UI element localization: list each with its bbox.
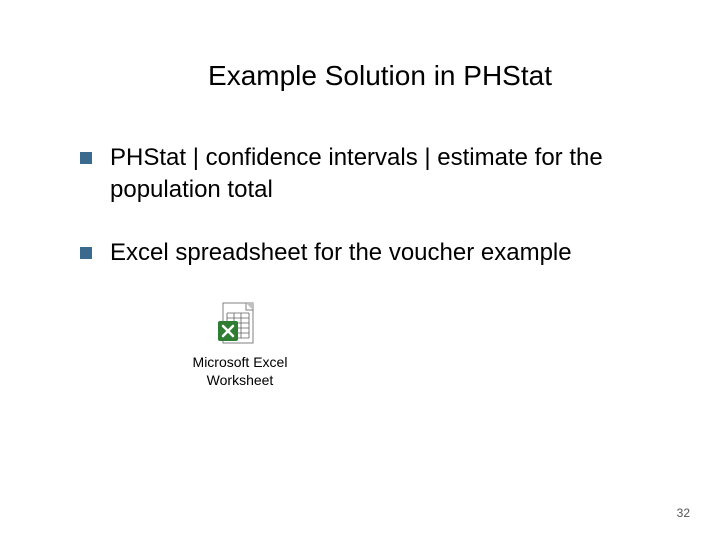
bullet-text: Excel spreadsheet for the voucher exampl… [110, 237, 572, 269]
embedded-file[interactable]: Microsoft Excel Worksheet [180, 299, 300, 389]
bullet-list: PHStat | confidence intervals | estimate… [60, 142, 660, 269]
slide-container: Example Solution in PHStat PHStat | conf… [0, 0, 720, 540]
bullet-item: Excel spreadsheet for the voucher exampl… [80, 237, 660, 269]
bullet-marker-icon [80, 152, 92, 164]
embedded-file-label: Microsoft Excel Worksheet [180, 353, 300, 389]
bullet-marker-icon [80, 247, 92, 259]
bullet-text: PHStat | confidence intervals | estimate… [110, 142, 660, 207]
slide-title: Example Solution in PHStat [100, 60, 660, 92]
excel-file-icon [216, 299, 264, 347]
page-number: 32 [677, 506, 690, 520]
bullet-item: PHStat | confidence intervals | estimate… [80, 142, 660, 207]
